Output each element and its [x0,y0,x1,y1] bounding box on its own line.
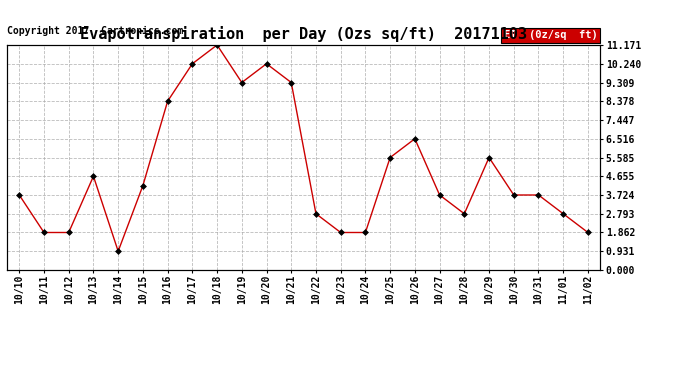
Title: Evapotranspiration  per Day (Ozs sq/ft)  20171103: Evapotranspiration per Day (Ozs sq/ft) 2… [80,27,527,42]
Text: ET  (0z/sq  ft): ET (0z/sq ft) [504,30,598,40]
Text: Copyright 2017  Cartronics.com: Copyright 2017 Cartronics.com [7,26,183,36]
